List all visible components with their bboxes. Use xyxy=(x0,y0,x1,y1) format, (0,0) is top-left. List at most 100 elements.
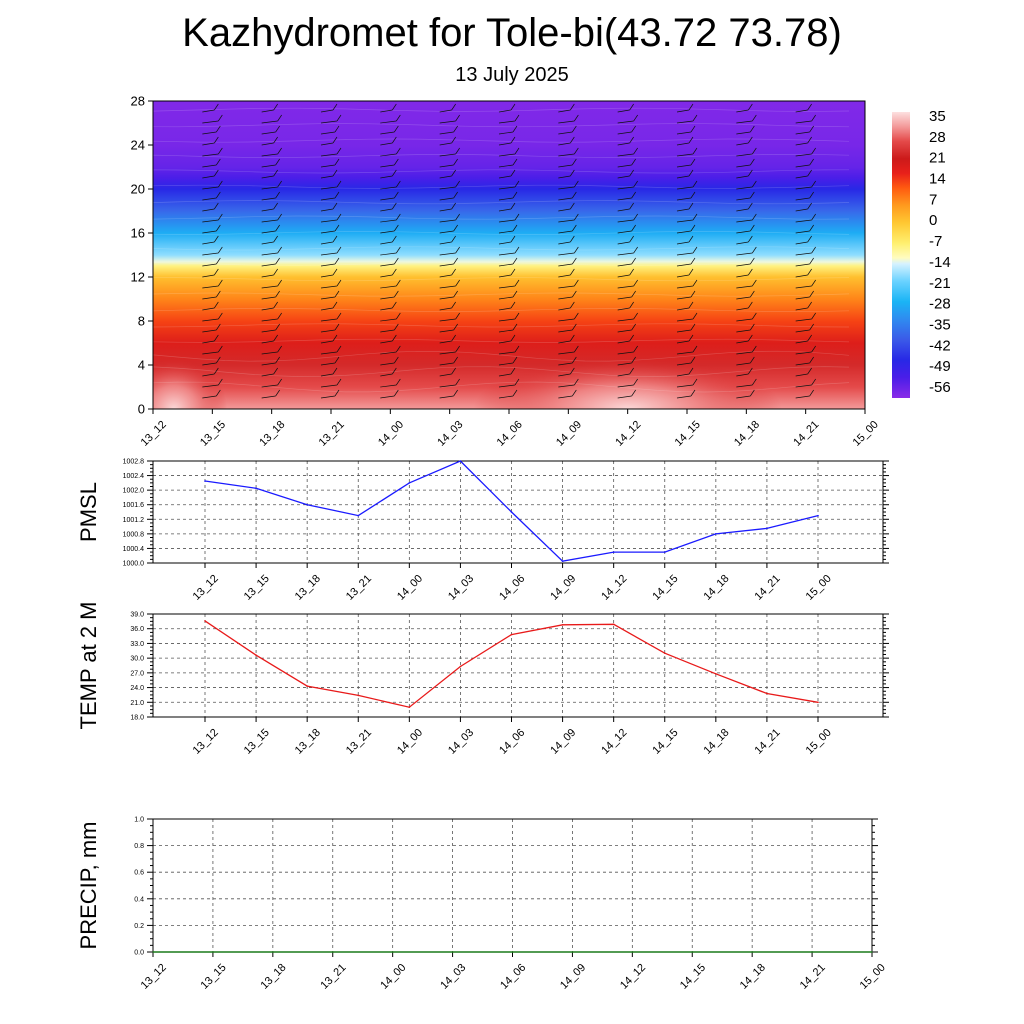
wind-barb xyxy=(617,213,638,223)
x-tick-label: 14_15 xyxy=(650,727,680,757)
wind-barb xyxy=(320,290,340,300)
wind-barb xyxy=(498,147,520,157)
x-tick-label: 14_09 xyxy=(554,419,584,449)
contour-line xyxy=(153,350,850,362)
cross-section-field xyxy=(153,101,865,409)
y-tick-label: 18.0 xyxy=(130,715,144,722)
wind-barb xyxy=(617,345,638,355)
wind-barb xyxy=(795,246,816,256)
contour-line xyxy=(153,123,850,128)
y-tick-label: 30.0 xyxy=(130,656,144,663)
wind-barb xyxy=(617,114,638,124)
colorbar-label: -56 xyxy=(929,379,951,396)
wind-barb xyxy=(795,356,814,366)
wind-barb xyxy=(617,191,636,201)
warm-core xyxy=(153,357,228,409)
y-tick-label: 20 xyxy=(131,182,145,197)
data-point xyxy=(212,951,214,953)
x-tick-label: 14_21 xyxy=(798,962,828,992)
wind-barb xyxy=(261,367,278,377)
x-tick-label: 14_18 xyxy=(738,962,768,992)
contour-line xyxy=(153,366,850,377)
wind-barb xyxy=(202,290,221,300)
data-point xyxy=(715,673,717,675)
x-tick-label: 13_15 xyxy=(198,419,228,449)
data-point xyxy=(766,527,768,530)
precip-panel: 0.0 0.2 0.4 0.6 0.8 1.0 13_12 13_15 13_18 13_21 14… xyxy=(76,817,888,992)
x-tick-label: 13_21 xyxy=(317,419,347,449)
wind-barb xyxy=(498,290,518,300)
y-tick-label: 27.0 xyxy=(130,670,144,677)
x-tick-label: 15_00 xyxy=(858,962,888,992)
y-axis-label: TEMP at 2 M xyxy=(76,602,101,730)
y-tick-label: 1002.8 xyxy=(123,459,145,466)
data-point xyxy=(255,654,257,656)
y-tick-label: 1002.4 xyxy=(123,473,145,480)
wind-barb xyxy=(320,378,342,388)
x-tick-label: 14_03 xyxy=(446,573,476,603)
wind-barb xyxy=(202,378,223,388)
wind-barb xyxy=(320,301,338,311)
wind-barb xyxy=(736,301,753,311)
y-tick-label: 24.0 xyxy=(130,685,144,692)
wind-barb xyxy=(736,202,753,212)
wind-barb xyxy=(261,246,282,256)
wind-barb xyxy=(498,389,518,399)
wind-barb xyxy=(795,114,816,124)
wind-barb xyxy=(380,224,399,234)
data-point xyxy=(408,482,411,484)
wind-barb xyxy=(498,103,516,113)
wind-barb xyxy=(439,345,460,355)
x-tick-label: 14_09 xyxy=(548,727,578,757)
wind-barb xyxy=(617,235,634,245)
wind-barb xyxy=(202,279,223,289)
colorbar-label: -21 xyxy=(929,275,951,292)
wind-barb xyxy=(202,323,221,333)
contour-line xyxy=(153,381,850,393)
wind-barb xyxy=(202,147,223,157)
wind-barb xyxy=(558,114,579,124)
wind-barb xyxy=(202,356,221,366)
x-tick-label: 14_15 xyxy=(678,962,708,992)
wind-barb xyxy=(676,224,696,234)
data-point xyxy=(332,951,334,953)
wind-barb xyxy=(261,345,282,355)
y-tick-label: 1001.6 xyxy=(123,502,145,509)
wind-barb xyxy=(676,180,698,190)
contour-line xyxy=(153,246,850,251)
wind-barb xyxy=(736,345,757,355)
wind-barb xyxy=(380,246,401,256)
wind-barb xyxy=(320,268,338,278)
wind-barb xyxy=(617,268,634,278)
data-point xyxy=(357,514,360,517)
y-tick-label: 1.0 xyxy=(134,817,144,824)
wind-barb xyxy=(558,301,575,311)
x-tick-label: 14_21 xyxy=(753,573,783,603)
data-point xyxy=(561,560,564,562)
x-tick-label: 14_18 xyxy=(732,419,762,449)
wind-barb xyxy=(795,158,814,168)
contour-line xyxy=(153,200,850,205)
wind-barb xyxy=(676,279,698,289)
wind-barb xyxy=(617,301,634,311)
x-tick-label: 13_12 xyxy=(191,573,221,603)
wind-barb xyxy=(439,257,458,267)
wind-barb xyxy=(558,180,579,190)
wind-barb xyxy=(439,389,458,399)
wind-barb xyxy=(676,158,696,168)
wind-barb xyxy=(320,136,338,146)
y-tick-label: 39.0 xyxy=(130,612,144,619)
x-tick-label: 13_15 xyxy=(199,962,229,992)
wind-barb xyxy=(736,213,757,223)
x-tick-label: 13_18 xyxy=(257,419,287,449)
temp-panel: 18.0 21.0 24.0 27.0 30.0 33.0 36.0 39.0 13_12 13_… xyxy=(76,602,889,757)
wind-barb xyxy=(202,235,219,245)
wind-barb xyxy=(202,301,219,311)
wind-barb xyxy=(617,158,636,168)
wind-barb xyxy=(676,389,696,399)
wind-barb xyxy=(320,312,342,322)
x-tick-label: 13_18 xyxy=(258,962,288,992)
wind-barb xyxy=(202,169,219,179)
wind-barb xyxy=(558,257,577,267)
cross-section-panel xyxy=(153,101,865,409)
